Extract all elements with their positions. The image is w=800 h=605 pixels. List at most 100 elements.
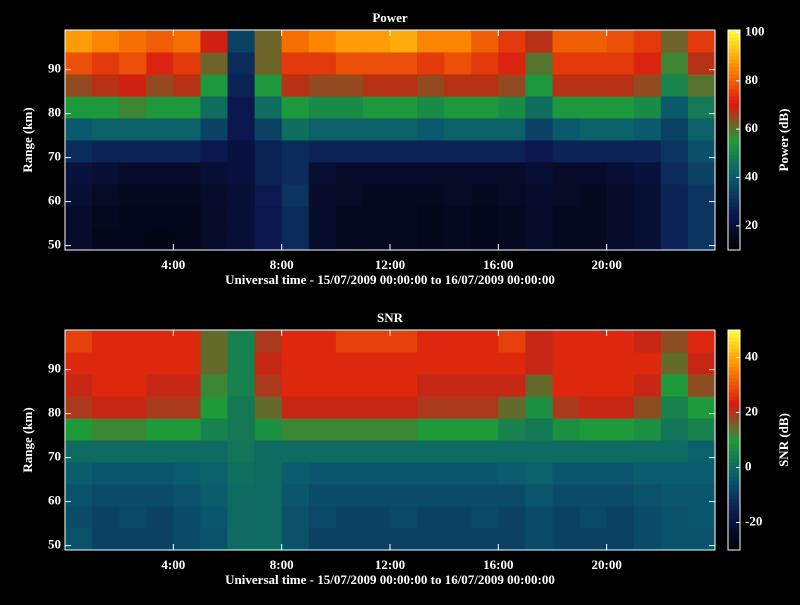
heatmap-cell <box>65 352 93 375</box>
heatmap-cell <box>606 184 635 207</box>
heatmap-cell <box>471 440 499 463</box>
heatmap-cell <box>525 206 553 229</box>
heatmap-cell <box>525 140 553 163</box>
heatmap-cell <box>65 184 93 207</box>
heatmap-cell <box>552 396 580 419</box>
colorbar-segment <box>728 195 740 200</box>
colorbar-label: SNR (dB) <box>776 413 791 467</box>
heatmap-cell <box>173 528 201 551</box>
heatmap-cell <box>173 418 201 441</box>
colorbar-segment <box>728 414 740 419</box>
heatmap-cell <box>498 162 526 185</box>
colorbar-tick-label: 80 <box>745 72 758 87</box>
heatmap-cell <box>227 228 255 251</box>
heatmap-cell <box>65 528 93 551</box>
heatmap-cell <box>227 96 255 119</box>
colorbar-segment <box>728 480 740 485</box>
heatmap-cell <box>606 440 635 463</box>
x-tick-label: 4:00 <box>161 257 185 272</box>
heatmap-cell <box>579 52 608 75</box>
heatmap-cell <box>65 228 93 251</box>
heatmap-cell <box>552 484 580 507</box>
heatmap-cell <box>498 484 526 507</box>
heatmap-cell <box>606 96 635 119</box>
heatmap-cell <box>362 418 391 441</box>
heatmap-cell <box>471 52 499 75</box>
heatmap-cell <box>335 374 364 397</box>
heatmap-cell <box>281 162 310 185</box>
colorbar-segment <box>728 132 740 137</box>
heatmap-cell <box>633 506 662 529</box>
heatmap-cell <box>362 506 391 529</box>
colorbar-segment <box>728 377 740 382</box>
heatmap-cell <box>417 140 445 163</box>
heatmap-cell <box>146 506 174 529</box>
heatmap-cell <box>471 506 499 529</box>
colorbar-segment <box>728 202 740 207</box>
heatmap-cell <box>633 396 662 419</box>
x-tick-label: 8:00 <box>270 257 294 272</box>
heatmap-cell <box>633 96 662 119</box>
colorbar-segment <box>728 63 740 68</box>
heatmap-cell <box>525 118 553 141</box>
heatmap-cell <box>687 484 716 507</box>
colorbar-segment <box>728 55 740 60</box>
colorbar-segment <box>728 381 740 386</box>
colorbar-segment <box>728 33 740 38</box>
heatmap-cell <box>390 462 418 485</box>
heatmap-cell <box>660 462 689 485</box>
heatmap-cell <box>498 440 526 463</box>
colorbar-segment <box>728 348 740 353</box>
heatmap-cell <box>579 74 608 97</box>
heatmap-cell <box>173 352 201 375</box>
colorbar-segment <box>728 418 740 423</box>
heatmap-cell <box>65 484 93 507</box>
heatmap-cell <box>606 140 635 163</box>
heatmap-cell <box>335 96 364 119</box>
heatmap-cell <box>606 330 635 353</box>
heatmap-cell <box>146 440 174 463</box>
heatmap-cell <box>308 462 337 485</box>
colorbar-segment <box>728 392 740 397</box>
heatmap-cell <box>254 140 283 163</box>
heatmap-cell <box>200 440 228 463</box>
colorbar-segment <box>728 191 740 196</box>
heatmap-cell <box>390 528 418 551</box>
colorbar-segment <box>728 542 740 547</box>
heatmap-cell <box>525 162 553 185</box>
heatmap-cell <box>254 74 283 97</box>
heatmap-cell <box>606 352 635 375</box>
colorbar-segment <box>728 528 740 533</box>
heatmap-cell <box>92 440 120 463</box>
y-tick-label: 60 <box>48 493 61 508</box>
heatmap-cell <box>146 352 174 375</box>
heatmap-cell <box>119 74 147 97</box>
colorbar-segment <box>728 407 740 412</box>
heatmap-cell <box>579 30 608 53</box>
heatmap-cell <box>660 528 689 551</box>
heatmap-cell <box>92 140 120 163</box>
heatmap-cell <box>579 228 608 251</box>
heatmap-cell <box>444 440 472 463</box>
heatmap-cell <box>254 352 283 375</box>
heatmap-cell <box>200 396 228 419</box>
colorbar-segment <box>728 359 740 364</box>
heatmap-cell <box>119 352 147 375</box>
heatmap-cell <box>687 440 716 463</box>
colorbar-segment <box>728 333 740 338</box>
colorbar-segment <box>728 143 740 148</box>
heatmap-cell <box>173 374 201 397</box>
heatmap-cell <box>146 462 174 485</box>
heatmap-cell <box>362 374 391 397</box>
heatmap-cell <box>660 140 689 163</box>
heatmap-cell <box>390 118 418 141</box>
heatmap-cell <box>362 162 391 185</box>
heatmap-cell <box>498 352 526 375</box>
heatmap-cell <box>227 140 255 163</box>
heatmap-cell <box>498 396 526 419</box>
heatmap-cell <box>525 396 553 419</box>
heatmap-cell <box>471 462 499 485</box>
heatmap-cell <box>444 184 472 207</box>
colorbar-segment <box>728 129 740 134</box>
heatmap-cell <box>633 52 662 75</box>
